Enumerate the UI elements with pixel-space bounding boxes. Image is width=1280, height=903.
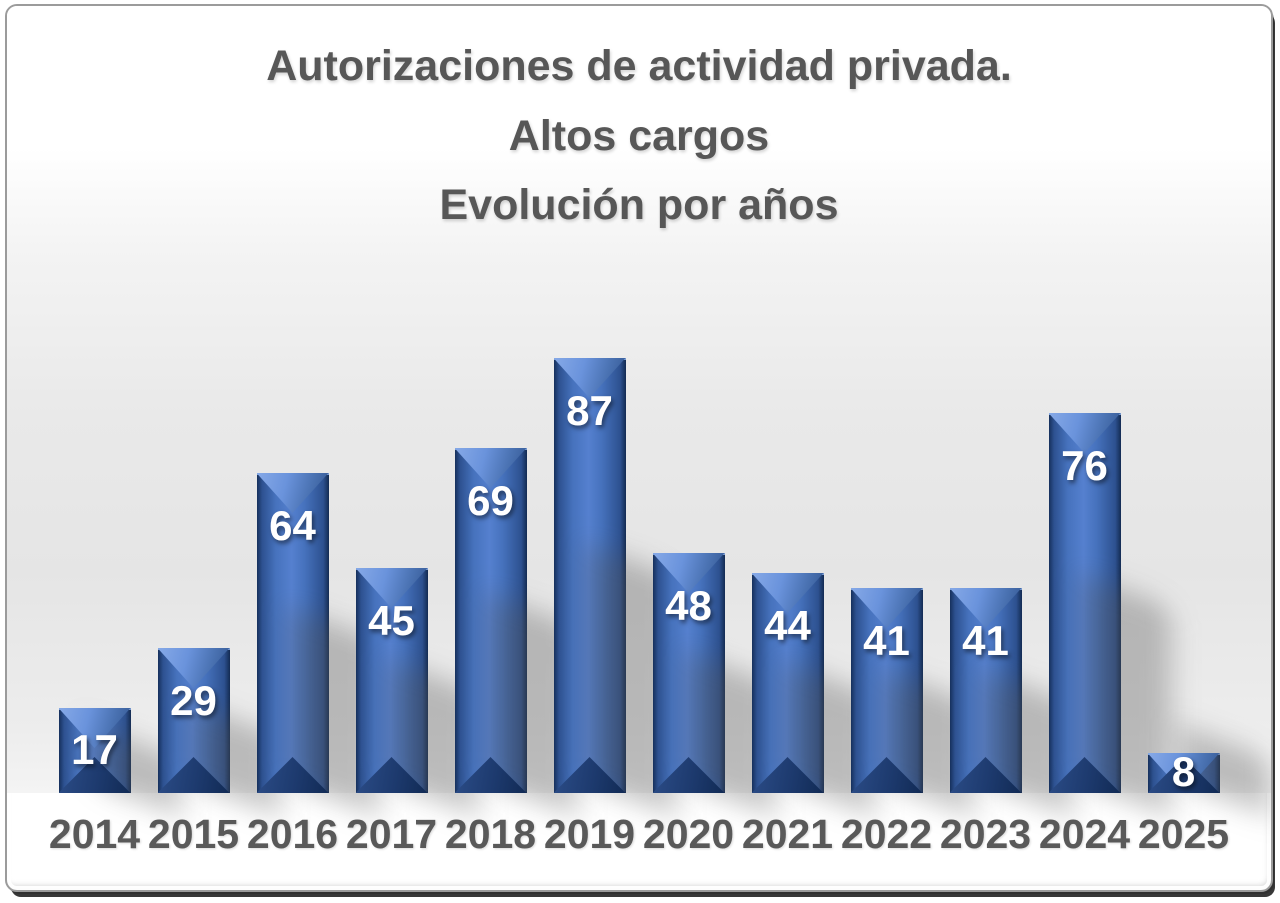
- chart-title: Autorizaciones de actividad privada. Alt…: [7, 6, 1271, 241]
- x-tick-2023: 2023: [939, 811, 1032, 857]
- bar-2014: 17: [58, 708, 181, 816]
- x-tick-2016: 2016: [246, 811, 339, 857]
- x-tick-2014: 2014: [48, 811, 141, 857]
- bar-value-label: 44: [764, 602, 811, 649]
- x-tick-2015: 2015: [147, 811, 240, 857]
- bar-column-2024: 76: [1035, 241, 1171, 816]
- bar-value-label: 8: [1171, 748, 1196, 796]
- x-tick-2019: 2019: [543, 811, 636, 857]
- bar-column-2021: 44: [738, 241, 874, 816]
- bar-value-label: 17: [71, 725, 118, 773]
- bar-value-label: 48: [665, 582, 712, 629]
- bar-value-label: 69: [467, 477, 514, 524]
- bar-column-2022: 41: [837, 241, 973, 816]
- x-tick-2021: 2021: [741, 811, 834, 857]
- bar-2016: 64: [256, 473, 379, 816]
- bar-column-2014: 17: [45, 241, 181, 816]
- bar-2019: 87: [553, 358, 676, 816]
- bar-2021: 44: [751, 573, 874, 816]
- x-tick-2020: 2020: [642, 811, 735, 857]
- x-tick-2024: 2024: [1038, 811, 1131, 857]
- bar-value-label: 76: [1061, 442, 1108, 489]
- bar-value-label: 29: [170, 677, 217, 724]
- x-tick-2025: 2025: [1137, 811, 1230, 857]
- chart-title-line-2: Altos cargos: [508, 111, 770, 160]
- plot-background: Autorizaciones de actividad privada. Alt…: [7, 6, 1271, 816]
- bar-column-2016: 64: [243, 241, 379, 816]
- bar-column-2015: 29: [144, 241, 280, 816]
- bar-column-2017: 45: [342, 241, 478, 816]
- bar-2023: 41: [949, 588, 1072, 816]
- x-axis-labels: 2014 2015 2016 2017 2018 2019 2020 2021 2022 2023…: [45, 793, 1233, 890]
- chart-frame: Autorizaciones de actividad privada. Alt…: [5, 4, 1273, 892]
- bar-column-2023: 41: [936, 241, 1072, 816]
- bar-column-2019: 87: [540, 241, 676, 816]
- chart-title-line-1: Autorizaciones de actividad privada.: [266, 42, 1012, 90]
- bar-value-label: 87: [566, 387, 613, 434]
- bar-value-label: 41: [863, 617, 910, 664]
- bar-2022: 41: [850, 588, 973, 816]
- x-tick-2017: 2017: [345, 811, 438, 857]
- chart-title-line-3: Evolución por años: [439, 181, 839, 230]
- bar-value-label: 45: [368, 597, 415, 644]
- bar-column-2020: 48: [639, 241, 775, 816]
- bar-column-2025: 8: [1134, 241, 1270, 816]
- x-tick-2022: 2022: [840, 811, 933, 857]
- bar-value-label: 41: [962, 617, 1009, 664]
- bar-2017: 45: [355, 568, 478, 816]
- bar-2015: 29: [157, 648, 280, 816]
- bar-2024: 76: [1048, 413, 1171, 816]
- bar-2020: 48: [652, 553, 775, 816]
- plot-area: 17 29 64 45 69 87 48 44 41 41 76 8: [45, 241, 1270, 816]
- x-tick-2018: 2018: [444, 811, 537, 857]
- bar-2018: 69: [454, 448, 577, 816]
- bar-value-label: 64: [269, 502, 316, 549]
- bar-2025: 8: [1147, 725, 1270, 816]
- bar-column-2018: 69: [441, 241, 577, 816]
